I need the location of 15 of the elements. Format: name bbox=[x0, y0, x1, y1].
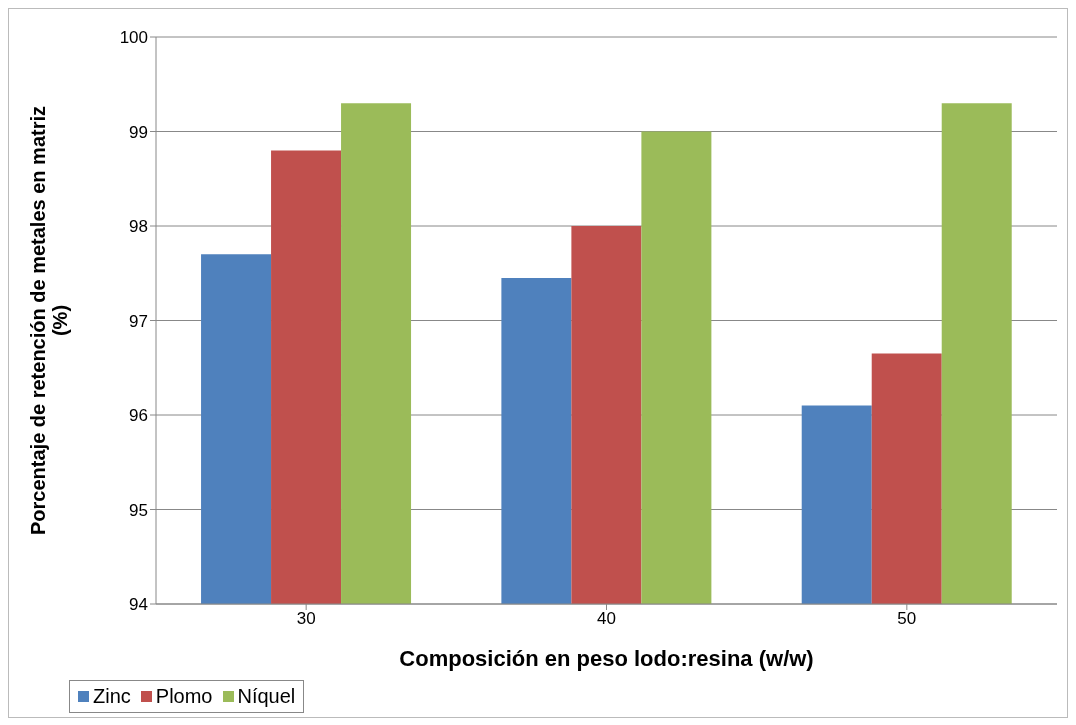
x-tick-label: 30 bbox=[296, 609, 316, 629]
legend-label: Plomo bbox=[154, 685, 213, 708]
y-tick-label: 97 bbox=[129, 311, 148, 331]
y-tick-label: 98 bbox=[129, 217, 148, 237]
y-axis-title: Porcentaje de retención de metales en matriz (%) bbox=[27, 105, 71, 536]
y-tick-label: 95 bbox=[129, 500, 148, 520]
x-tick-label: 50 bbox=[897, 609, 917, 629]
y-tick-label: 96 bbox=[129, 406, 148, 426]
y-tick-label: 94 bbox=[129, 595, 148, 615]
y-tick-label: 100 bbox=[119, 28, 148, 48]
x-tick-label: 40 bbox=[597, 609, 616, 629]
y-tick-label: 99 bbox=[129, 122, 148, 142]
legend-label: Zinc bbox=[92, 685, 131, 708]
x-axis-title: Composición en peso lodo:resina (w/w) bbox=[399, 646, 814, 671]
legend-label: Níquel bbox=[236, 685, 296, 708]
